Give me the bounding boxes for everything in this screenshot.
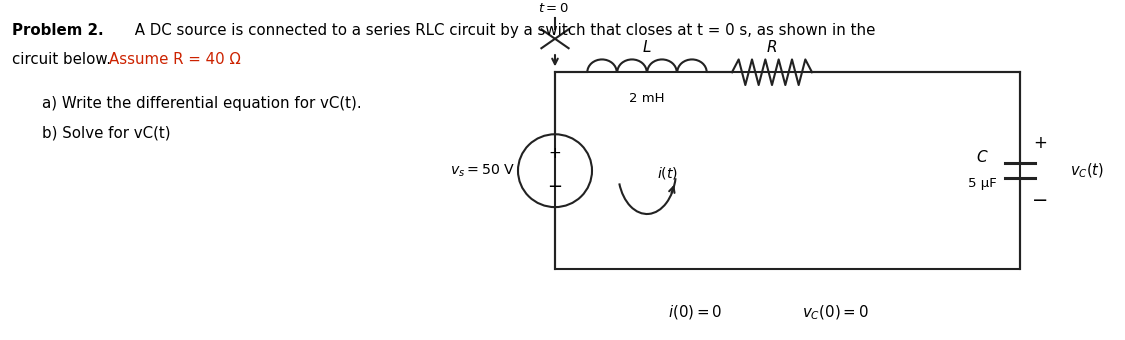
Text: 2 mH: 2 mH [629, 92, 665, 105]
Text: 5 μF: 5 μF [968, 177, 997, 190]
Text: $v_C(0) = 0$: $v_C(0) = 0$ [802, 303, 868, 322]
Text: circuit below.: circuit below. [12, 52, 116, 67]
Text: $C$: $C$ [975, 149, 988, 165]
Text: $v_s = 50$ V: $v_s = 50$ V [450, 163, 515, 179]
Text: $R$: $R$ [766, 38, 777, 54]
Text: −: − [1032, 191, 1048, 210]
Text: A DC source is connected to a series RLC circuit by a switch that closes at t = : A DC source is connected to a series RLC… [130, 23, 875, 38]
Text: b) Solve for vC(t): b) Solve for vC(t) [42, 125, 171, 140]
Text: +: + [1033, 134, 1047, 152]
Text: $i(0) = 0$: $i(0) = 0$ [668, 303, 722, 321]
Text: −: − [548, 178, 562, 197]
Text: a) Write the differential equation for vC(t).: a) Write the differential equation for v… [42, 96, 361, 111]
Text: $i(t)$: $i(t)$ [657, 165, 678, 181]
Text: +: + [549, 147, 561, 162]
Text: $t = 0$: $t = 0$ [538, 2, 568, 15]
Text: Problem 2.: Problem 2. [12, 23, 104, 38]
Text: Assume R = 40 Ω: Assume R = 40 Ω [109, 52, 241, 67]
Text: $L$: $L$ [642, 38, 651, 54]
Text: $v_C(t)$: $v_C(t)$ [1070, 162, 1104, 180]
